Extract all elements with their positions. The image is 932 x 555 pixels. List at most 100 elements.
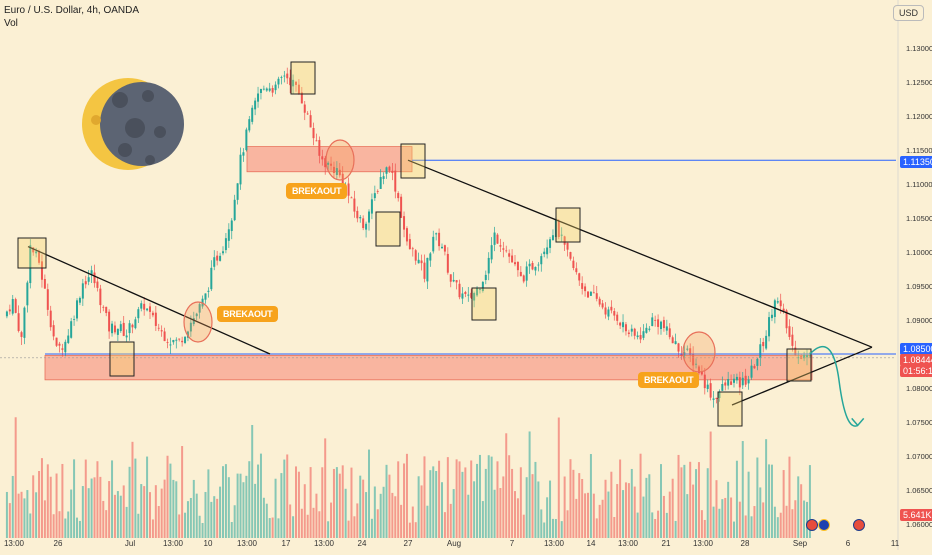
volume-bar bbox=[379, 493, 382, 538]
volume-bar bbox=[207, 469, 210, 538]
candle-body bbox=[476, 288, 479, 296]
symbol-title[interactable]: Euro / U.S. Dollar, 4h, OANDA bbox=[4, 5, 140, 16]
candle-body bbox=[551, 235, 554, 241]
candle-body bbox=[432, 236, 435, 252]
candle-body bbox=[242, 152, 245, 156]
candle-body bbox=[184, 336, 187, 344]
candle-body bbox=[671, 337, 674, 344]
candle-body bbox=[441, 246, 443, 249]
volume-bar bbox=[624, 482, 627, 538]
volume-bar bbox=[362, 479, 365, 538]
candle-body bbox=[359, 217, 362, 219]
volume-bar bbox=[271, 517, 274, 538]
candle-body bbox=[741, 377, 744, 386]
y-tick-label: 1.09500 bbox=[906, 282, 932, 291]
volume-bar bbox=[750, 516, 753, 538]
volume-bar bbox=[125, 506, 128, 538]
candle-body bbox=[347, 183, 350, 196]
candle-body bbox=[169, 344, 172, 346]
volume-bar bbox=[172, 479, 175, 538]
volume-bar bbox=[353, 516, 356, 538]
volume-bar bbox=[327, 521, 330, 538]
x-tick-label: 7 bbox=[510, 539, 515, 548]
volume-bar bbox=[452, 489, 455, 538]
volume-bar bbox=[81, 486, 84, 538]
candle-body bbox=[569, 252, 572, 259]
volume-bar bbox=[368, 449, 370, 538]
volume-label[interactable]: Vol bbox=[4, 18, 18, 29]
volume-bar bbox=[721, 499, 724, 538]
candle-body bbox=[292, 79, 295, 87]
volume-bar bbox=[697, 462, 700, 538]
volume-bar bbox=[519, 467, 522, 538]
volume-bar bbox=[376, 509, 379, 538]
candle-body bbox=[645, 327, 648, 333]
volume-bar bbox=[373, 486, 376, 538]
flag-us-icon[interactable] bbox=[806, 519, 818, 531]
volume-bar bbox=[140, 484, 143, 538]
candle-body bbox=[151, 312, 154, 316]
candle-body bbox=[332, 166, 335, 173]
candle-body bbox=[93, 272, 96, 284]
x-tick-label: 6 bbox=[846, 539, 851, 548]
volume-bar bbox=[651, 512, 654, 538]
candle-body bbox=[376, 191, 379, 192]
volume-bar bbox=[467, 494, 470, 538]
volume-bar bbox=[502, 476, 505, 538]
volume-bar bbox=[557, 417, 560, 538]
candle-body bbox=[794, 347, 797, 356]
volume-bar bbox=[99, 476, 102, 538]
candle-body bbox=[362, 218, 365, 229]
candle-body bbox=[592, 292, 595, 294]
volume-bar bbox=[505, 433, 508, 538]
candle-body bbox=[382, 176, 385, 179]
flag-us-icon-2[interactable] bbox=[853, 519, 865, 531]
candle-body bbox=[405, 228, 408, 242]
volume-bar bbox=[712, 506, 715, 538]
volume-bar bbox=[403, 463, 406, 538]
candle-body bbox=[470, 292, 473, 298]
candle-body bbox=[78, 297, 81, 303]
volume-bar bbox=[128, 466, 131, 538]
volume-bar bbox=[575, 498, 578, 538]
volume-bar bbox=[776, 517, 779, 538]
volume-bar bbox=[265, 503, 268, 538]
volume-bar bbox=[423, 456, 426, 538]
volume-bar bbox=[476, 463, 479, 538]
candle-body bbox=[289, 77, 292, 86]
volume-bar bbox=[213, 496, 216, 538]
candle-body bbox=[449, 274, 452, 282]
candle-body bbox=[306, 113, 309, 115]
candle-body bbox=[216, 255, 219, 261]
x-tick-label: 27 bbox=[404, 539, 413, 548]
candle-body bbox=[633, 328, 636, 336]
volume-bar bbox=[84, 459, 87, 538]
candle-body bbox=[388, 166, 391, 171]
volume-bar bbox=[803, 500, 806, 538]
volume-bar bbox=[35, 492, 38, 538]
volume-bar bbox=[765, 439, 768, 538]
flag-eu-icon[interactable] bbox=[818, 519, 830, 531]
candle-body bbox=[274, 84, 277, 91]
volume-bar bbox=[163, 479, 166, 538]
moon-crater bbox=[125, 118, 145, 138]
candle-body bbox=[213, 257, 216, 267]
volume-bar bbox=[604, 479, 607, 538]
volume-bar bbox=[347, 520, 350, 538]
volume-bar bbox=[756, 457, 759, 538]
candle-body bbox=[461, 293, 464, 299]
moon-crater bbox=[91, 115, 101, 125]
candle-body bbox=[17, 313, 20, 331]
volume-bar bbox=[137, 513, 140, 538]
candle-body bbox=[502, 248, 505, 250]
candle-body bbox=[265, 88, 268, 91]
highlight-box-2 bbox=[109, 341, 135, 377]
volume-bar bbox=[744, 515, 747, 538]
volume-bar bbox=[286, 454, 289, 538]
candle-body bbox=[680, 353, 683, 356]
currency-selector[interactable]: USD bbox=[892, 5, 924, 21]
candle-body bbox=[149, 306, 151, 312]
volume-bar bbox=[87, 488, 90, 538]
candle-body bbox=[581, 283, 584, 289]
